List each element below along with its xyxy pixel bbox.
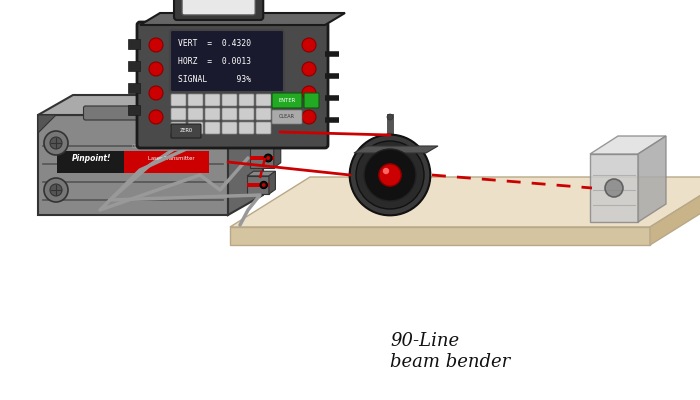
- Circle shape: [274, 130, 279, 134]
- Text: VERT  =  0.4320: VERT = 0.4320: [178, 40, 251, 48]
- Polygon shape: [638, 136, 666, 222]
- Polygon shape: [228, 95, 263, 215]
- Circle shape: [149, 62, 163, 76]
- Polygon shape: [250, 156, 274, 160]
- FancyBboxPatch shape: [171, 108, 186, 120]
- FancyBboxPatch shape: [256, 122, 271, 134]
- Circle shape: [264, 154, 272, 162]
- FancyBboxPatch shape: [188, 108, 203, 120]
- Text: 90-Line
beam bender: 90-Line beam bender: [390, 332, 510, 371]
- Text: ENTER: ENTER: [279, 98, 295, 103]
- FancyBboxPatch shape: [256, 94, 271, 106]
- Polygon shape: [230, 177, 700, 227]
- FancyBboxPatch shape: [171, 94, 186, 106]
- Circle shape: [350, 135, 430, 215]
- Circle shape: [302, 38, 316, 52]
- Polygon shape: [250, 148, 274, 168]
- Text: CLEAR: CLEAR: [279, 114, 295, 120]
- Polygon shape: [247, 171, 275, 176]
- Polygon shape: [128, 105, 140, 115]
- Circle shape: [149, 110, 163, 124]
- Circle shape: [149, 86, 163, 100]
- Polygon shape: [650, 177, 700, 245]
- Polygon shape: [123, 151, 209, 173]
- Polygon shape: [269, 171, 275, 194]
- Circle shape: [44, 178, 68, 202]
- FancyBboxPatch shape: [182, 0, 256, 15]
- FancyBboxPatch shape: [205, 122, 220, 134]
- Polygon shape: [274, 143, 281, 168]
- Text: Pinpoint!: Pinpoint!: [71, 154, 111, 163]
- Polygon shape: [128, 39, 140, 49]
- FancyBboxPatch shape: [239, 94, 254, 106]
- Polygon shape: [38, 95, 263, 115]
- Polygon shape: [247, 176, 269, 194]
- FancyBboxPatch shape: [239, 108, 254, 120]
- Text: 0120341: 0120341: [132, 144, 153, 148]
- Circle shape: [383, 168, 389, 174]
- FancyBboxPatch shape: [222, 94, 237, 106]
- Polygon shape: [210, 115, 228, 133]
- Circle shape: [364, 149, 416, 201]
- FancyBboxPatch shape: [272, 110, 302, 124]
- Circle shape: [44, 131, 68, 155]
- FancyBboxPatch shape: [137, 22, 328, 148]
- Circle shape: [605, 179, 623, 197]
- Circle shape: [50, 184, 62, 196]
- Circle shape: [260, 181, 267, 189]
- FancyBboxPatch shape: [256, 108, 271, 120]
- Polygon shape: [38, 115, 228, 215]
- Polygon shape: [38, 115, 56, 133]
- Text: ZERO: ZERO: [179, 128, 193, 134]
- FancyBboxPatch shape: [170, 30, 284, 92]
- Circle shape: [266, 156, 270, 160]
- Polygon shape: [590, 154, 638, 222]
- Text: SIGNAL      93%: SIGNAL 93%: [178, 76, 251, 84]
- Text: Laser Transmitter: Laser Transmitter: [148, 156, 195, 161]
- FancyBboxPatch shape: [272, 93, 302, 108]
- Circle shape: [387, 114, 393, 120]
- Polygon shape: [250, 143, 281, 148]
- Polygon shape: [247, 183, 269, 187]
- FancyBboxPatch shape: [222, 122, 237, 134]
- Circle shape: [149, 38, 163, 52]
- Wedge shape: [350, 135, 430, 215]
- Text: HORZ  =  0.0013: HORZ = 0.0013: [178, 58, 251, 66]
- FancyBboxPatch shape: [171, 122, 186, 134]
- Polygon shape: [128, 61, 140, 71]
- Polygon shape: [258, 122, 283, 142]
- Circle shape: [50, 137, 62, 149]
- FancyBboxPatch shape: [205, 108, 220, 120]
- FancyBboxPatch shape: [188, 122, 203, 134]
- Polygon shape: [230, 227, 650, 245]
- Circle shape: [272, 128, 281, 136]
- Circle shape: [302, 86, 316, 100]
- Polygon shape: [258, 116, 290, 122]
- Polygon shape: [590, 136, 666, 154]
- Circle shape: [302, 110, 316, 124]
- Circle shape: [379, 164, 401, 186]
- FancyBboxPatch shape: [304, 93, 319, 108]
- Circle shape: [262, 183, 265, 187]
- Circle shape: [302, 62, 316, 76]
- Polygon shape: [283, 116, 290, 142]
- Polygon shape: [354, 146, 438, 153]
- FancyBboxPatch shape: [83, 106, 183, 120]
- Polygon shape: [140, 13, 345, 25]
- FancyBboxPatch shape: [171, 124, 201, 138]
- Polygon shape: [57, 151, 123, 173]
- FancyBboxPatch shape: [174, 0, 263, 20]
- Polygon shape: [258, 130, 283, 134]
- FancyBboxPatch shape: [239, 122, 254, 134]
- Polygon shape: [128, 83, 140, 93]
- FancyBboxPatch shape: [222, 108, 237, 120]
- FancyBboxPatch shape: [188, 94, 203, 106]
- FancyBboxPatch shape: [205, 94, 220, 106]
